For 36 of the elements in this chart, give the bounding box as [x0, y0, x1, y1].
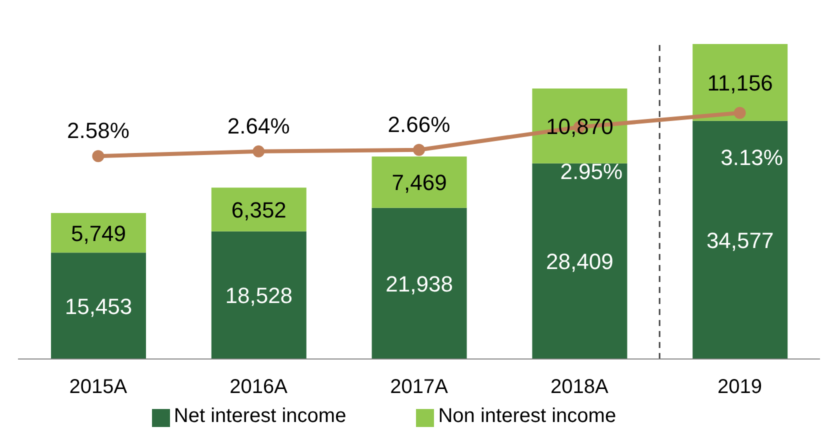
data-label: 3.13%: [720, 144, 783, 170]
data-label: 5,749: [70, 220, 126, 246]
x-tick-label: 2015A: [69, 376, 128, 398]
data-label: 15,453: [64, 294, 132, 319]
bar: [372, 156, 467, 208]
data-label: 2.64%: [227, 113, 290, 138]
x-tick-label: 2017A: [390, 376, 449, 398]
x-tick-label: 2016A: [230, 376, 288, 398]
point: [413, 144, 425, 156]
bar: [692, 120, 788, 359]
point: [252, 145, 265, 158]
data-label: 10,870: [546, 114, 614, 139]
bar: [532, 163, 628, 359]
bar: [692, 44, 788, 121]
x-tick-label: 2018A: [550, 376, 609, 398]
bar: [211, 188, 306, 232]
bar: [372, 208, 467, 359]
data-label: 7,469: [392, 170, 447, 196]
bar: [51, 252, 146, 359]
legend-label: Non interest income: [438, 405, 616, 427]
point: [734, 106, 746, 119]
data-label: 6,352: [231, 198, 286, 223]
x-tick-label: 2019: [718, 376, 762, 398]
data-label: 2.58%: [67, 118, 130, 144]
data-label: 11,156: [707, 70, 773, 96]
data-label: 21,938: [386, 271, 453, 296]
data-label: 28,409: [546, 249, 614, 274]
legend-label: Net interest income: [174, 405, 346, 427]
data-label: 34,577: [706, 228, 774, 253]
bar: [532, 88, 628, 164]
data-label: 18,528: [225, 283, 293, 308]
data-label: 2.66%: [388, 112, 450, 137]
bar: [51, 212, 146, 253]
bar: [211, 231, 306, 359]
data-label: 2.95%: [560, 159, 623, 184]
point: [92, 150, 104, 162]
